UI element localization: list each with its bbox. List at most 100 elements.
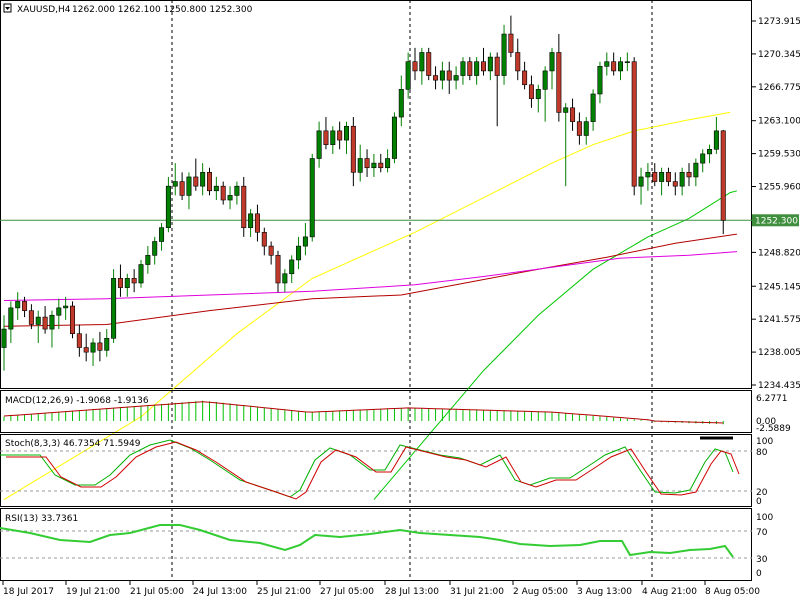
macd-separators: [171, 390, 653, 432]
candle: [207, 167, 213, 196]
candle-body-bull: [713, 130, 719, 150]
candle: [76, 324, 82, 357]
stoch-label: Stoch(8,3,3) 46.7354 71.5949: [5, 439, 141, 449]
period-separators: [171, 0, 653, 388]
candle-body-bull: [659, 172, 665, 182]
macd-signal-line: [3, 401, 724, 424]
candle: [480, 47, 486, 76]
price-tag-box: [752, 214, 799, 227]
moving-average-lines: [3, 111, 738, 501]
dropdown-arrow-icon[interactable]: [3, 3, 12, 13]
candle-body-bear: [323, 130, 329, 145]
candle-body-bull: [700, 153, 706, 164]
candle-body-bear: [508, 33, 514, 53]
candle: [179, 172, 185, 201]
candle: [227, 186, 233, 210]
candle-body-bull: [487, 56, 493, 72]
candle: [693, 158, 699, 187]
candle: [522, 61, 528, 90]
candle: [90, 338, 96, 366]
candle-body-bull: [439, 70, 445, 81]
candle-body-bear: [268, 245, 274, 256]
candle: [172, 163, 178, 196]
time-axis-label: 21 Jul 05:00: [130, 587, 184, 597]
candle: [487, 52, 493, 81]
price-tag: 1252.300: [752, 214, 799, 227]
rsi-pane[interactable]: RSI(13) 33.7361 100 70 30 0: [0, 508, 773, 581]
candle-body-bull: [330, 130, 336, 145]
candle: [234, 181, 240, 205]
candle-body-bull: [542, 70, 548, 90]
candle-body-bear: [275, 255, 281, 284]
candle-body-bull: [419, 52, 425, 72]
candle: [104, 329, 110, 357]
price-axis-label: 1238.005: [758, 348, 800, 358]
candle: [453, 66, 459, 90]
price-axis-label: 1266.775: [758, 83, 800, 93]
candle-body-bull: [549, 52, 555, 72]
candle-body-bull: [145, 255, 151, 265]
candles: [1, 15, 726, 371]
time-axis-label: 25 Jul 21:00: [257, 587, 311, 597]
candle: [124, 273, 130, 297]
candle-body-bull: [590, 93, 596, 122]
candle: [713, 117, 719, 154]
candle-body-bull: [227, 195, 233, 201]
rsi-axis-100: 100: [756, 513, 773, 523]
candle: [309, 153, 315, 242]
macd-pane[interactable]: MACD(12,26,9) -1.9068 -1.9136 6.2771 0.0…: [0, 390, 792, 434]
candle-body-bear: [131, 278, 137, 284]
candle: [268, 241, 274, 265]
candle-body-bear: [22, 301, 28, 311]
candle-body-bull: [453, 75, 459, 81]
candle: [145, 246, 151, 274]
candle-body-bear: [179, 181, 185, 196]
candle: [439, 61, 445, 90]
stoch-axis-80: 80: [756, 448, 768, 458]
price-pane[interactable]: XAUUSD,H4 1262.000 1262.100 1250.800 125…: [0, 0, 752, 501]
candle-body-bear: [494, 56, 500, 76]
candle: [323, 117, 329, 150]
candle-body-bear: [337, 130, 343, 141]
candle-body-bull: [172, 181, 178, 187]
candle-body-bull: [289, 259, 295, 275]
price-axis[interactable]: 1273.915 1270.345 1266.775 1263.100 1259.530…: [752, 17, 800, 391]
candle-body-bear: [42, 316, 48, 330]
candle-body-bear: [611, 61, 617, 72]
candle: [302, 223, 308, 256]
candle-body-bull: [282, 273, 288, 284]
ohlc-values: 1262.000 1262.100 1250.800 1252.300: [72, 5, 253, 15]
candle-body-bull: [617, 61, 623, 72]
candle: [343, 121, 349, 154]
time-axis-label: 19 Jul 21:00: [66, 587, 120, 597]
stoch-pane[interactable]: Stoch(8,3,3) 46.7354 71.5949 100 80 20 0: [0, 434, 773, 507]
candle-body-bull: [535, 89, 541, 99]
candle: [583, 117, 589, 145]
price-pane-border: [0, 0, 752, 389]
candle: [350, 117, 356, 187]
candle: [597, 61, 603, 104]
candle-body-bear: [193, 176, 199, 187]
price-axis-label: 1273.915: [758, 17, 800, 27]
rsi-separators: [171, 508, 653, 580]
rsi-label: RSI(13) 33.7361: [5, 514, 78, 524]
chevron-down-icon: [5, 7, 10, 10]
time-axis[interactable]: 18 Jul 2017 19 Jul 21:00 21 Jul 05:00 24 Ju…: [2, 580, 760, 597]
candle: [570, 98, 576, 131]
candle-body-bull: [124, 278, 130, 288]
candle-body-bear: [467, 61, 473, 76]
candle-body-bear: [433, 75, 439, 81]
candle: [117, 264, 123, 297]
chart-title: XAUUSD,H4 1262.000 1262.100 1250.800 125…: [3, 3, 253, 15]
price-axis-label: 1241.575: [758, 315, 800, 325]
candle-body-bull: [398, 89, 404, 118]
candle-body-bear: [28, 310, 34, 325]
candle: [645, 163, 651, 191]
rsi-pane-border: [0, 508, 752, 581]
candle-body-bull: [604, 61, 610, 67]
candle: [316, 121, 322, 168]
candle-body-bull: [645, 172, 651, 178]
candle-body-bull: [371, 162, 377, 169]
candle: [624, 52, 630, 71]
